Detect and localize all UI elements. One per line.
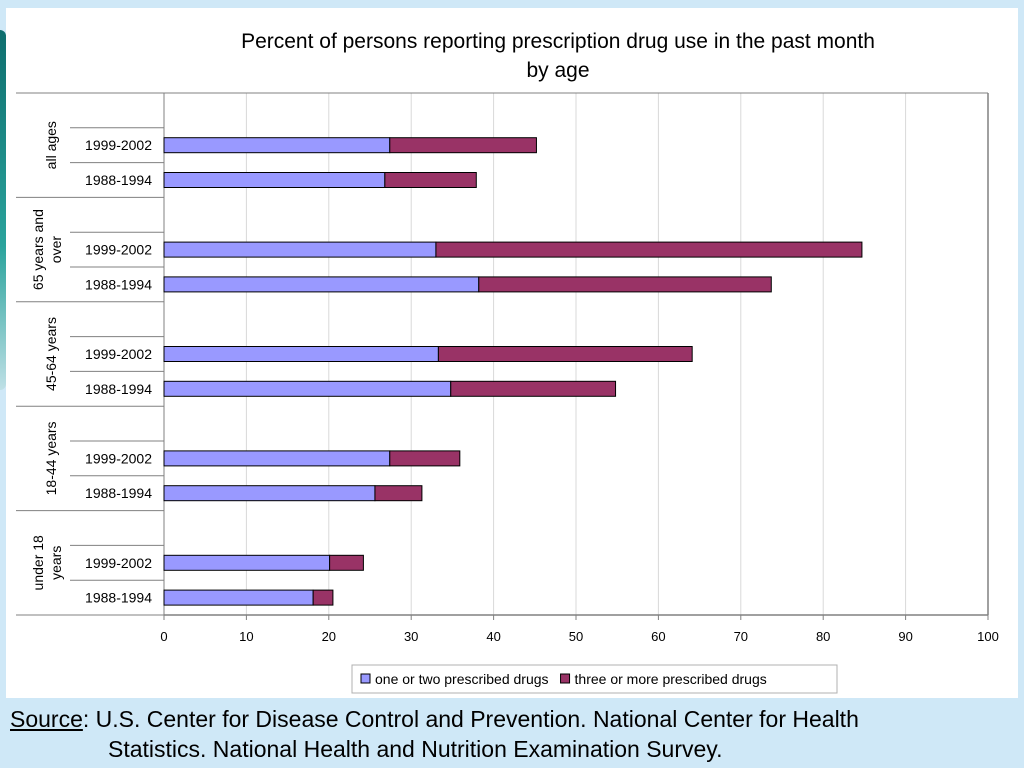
category-label: 1999-2002 [85,450,152,466]
bar-three-or-more [450,380,617,397]
category-label: 1999-2002 [85,346,152,362]
x-tick-label: 90 [898,629,912,644]
category-label: 1988-1994 [85,485,152,501]
category-label: 1999-2002 [85,137,152,153]
source-line-1: : U.S. Center for Disease Control and Pr… [82,706,859,732]
legend-swatch [560,673,571,684]
bar-one-or-two [163,346,439,362]
x-tick-label: 20 [322,629,336,644]
chart: Percent of persons reporting prescriptio… [16,30,999,694]
group-label-line: 45-64 years [43,317,59,391]
x-tick-label: 100 [977,629,999,644]
group-label: 65 years and over [30,209,64,290]
x-tick-label: 40 [486,629,500,644]
category-label: 1999-2002 [85,242,152,258]
bar-one-or-two [163,380,452,397]
slide-accent-bar [0,30,6,390]
group-label-line: 18-44 years [43,421,59,495]
source-line-2: Statistics. National Health and Nutritio… [108,736,723,762]
group-label-line: over [48,236,64,264]
x-tick-label: 70 [734,629,748,644]
source-label: Source [10,706,83,732]
x-tick-label: 10 [239,629,253,644]
group-label-line: under 18 [30,535,46,590]
chart-panel: Percent of persons reporting prescriptio… [6,8,1018,698]
bar-three-or-more [389,450,461,467]
bar-three-or-more [312,589,334,606]
category-label: 1988-1994 [85,172,152,188]
bar-three-or-more [374,485,423,502]
x-tick-label: 50 [569,629,583,644]
legend-label: one or two prescribed drugs [375,671,549,687]
chart-title-line: by age [526,59,589,82]
bar-one-or-two [163,450,391,467]
legend-label: three or more prescribed drugs [575,671,767,687]
category-label: 1988-1994 [85,276,152,292]
x-tick-label: 80 [816,629,830,644]
group-label: 18-44 years [43,421,59,495]
bar-three-or-more [437,346,693,362]
bar-three-or-more [384,172,477,188]
x-tick-label: 0 [160,629,167,644]
x-tick-label: 60 [651,629,665,644]
source-note: Source: U.S. Center for Disease Control … [10,704,1010,764]
bar-three-or-more [435,241,863,258]
category-label: 1988-1994 [85,590,152,606]
group-label-line: all ages [43,121,59,169]
bar-three-or-more [389,137,537,154]
bar-one-or-two [163,554,331,571]
category-label: 1999-2002 [85,555,152,571]
group-label-line: years [48,546,64,580]
bar-three-or-more [329,554,364,571]
bar-three-or-more [478,276,772,293]
group-label: under 18 years [30,535,64,590]
group-label: 45-64 years [43,317,59,391]
legend-box [351,664,838,694]
group-label: all ages [43,121,59,169]
legend-swatch [360,673,371,684]
bar-one-or-two [163,485,376,502]
x-tick-label: 30 [404,629,418,644]
chart-title: Percent of persons reporting prescriptio… [241,30,875,82]
bar-one-or-two [163,172,386,188]
bar-one-or-two [163,276,480,293]
bar-one-or-two [163,589,314,606]
chart-title-line: Percent of persons reporting prescriptio… [241,30,875,53]
group-label-line: 65 years and [30,209,46,290]
bar-one-or-two [163,241,437,258]
category-label: 1988-1994 [85,381,152,397]
bar-one-or-two [163,137,391,154]
